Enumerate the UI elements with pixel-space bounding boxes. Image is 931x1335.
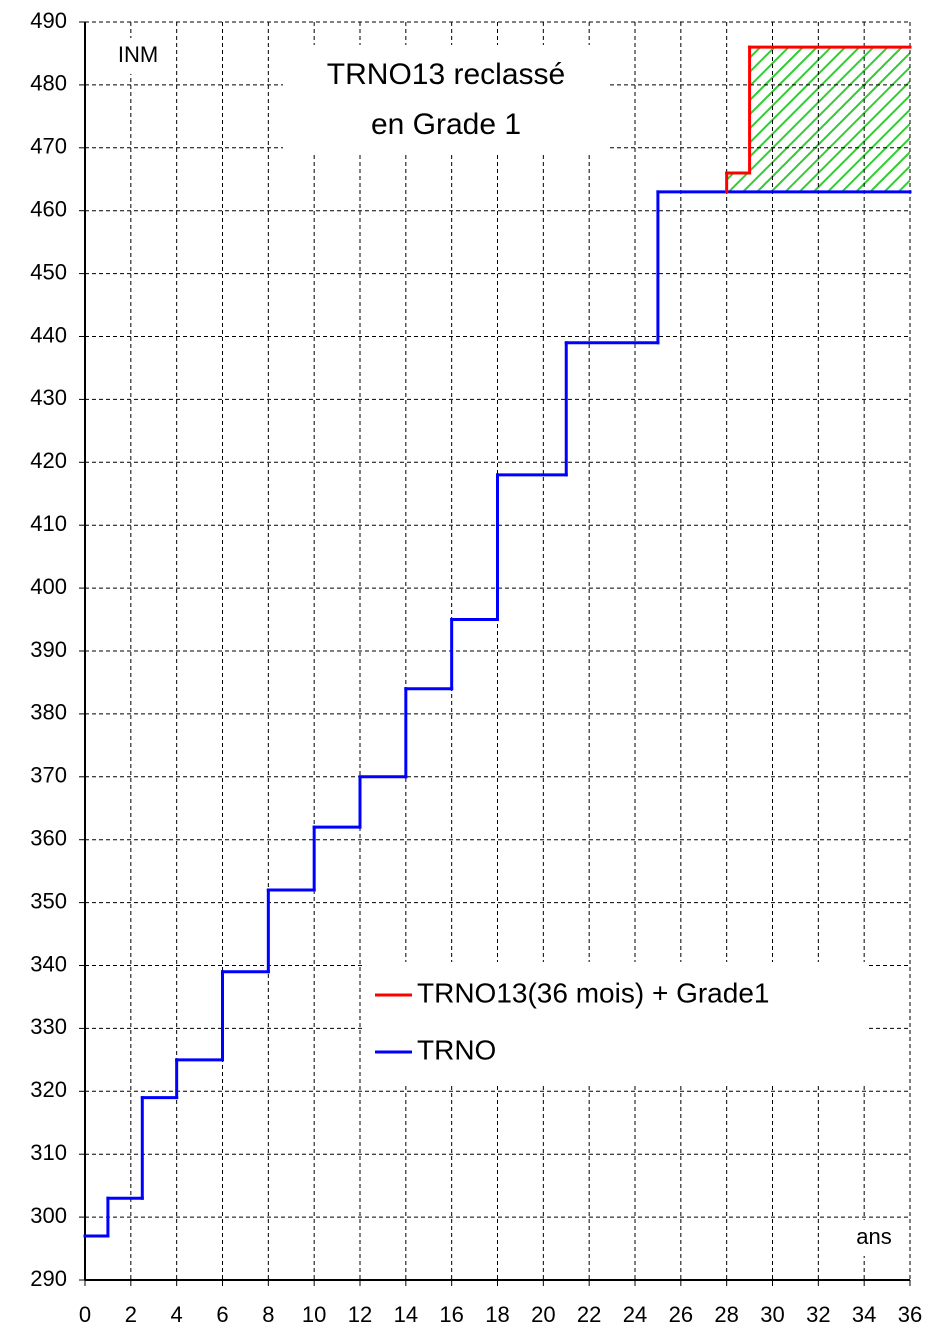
y-tick-label: 310	[30, 1140, 67, 1165]
x-tick-label: 24	[623, 1302, 647, 1327]
y-tick-label: 340	[30, 951, 67, 976]
y-tick-label: 420	[30, 448, 67, 473]
y-tick-label: 390	[30, 637, 67, 662]
x-tick-label: 10	[302, 1302, 326, 1327]
x-tick-label: 28	[714, 1302, 738, 1327]
chart-title: en Grade 1	[371, 108, 521, 141]
x-tick-label: 26	[669, 1302, 693, 1327]
x-tick-label: 0	[79, 1302, 91, 1327]
y-tick-label: 440	[30, 322, 67, 347]
y-tick-label: 400	[30, 574, 67, 599]
y-tick-label: 360	[30, 826, 67, 851]
y-tick-label: 380	[30, 700, 67, 725]
y-tick-label: 470	[30, 134, 67, 159]
x-tick-label: 32	[806, 1302, 830, 1327]
x-tick-label: 16	[439, 1302, 463, 1327]
y-axis-label: INM	[118, 42, 158, 67]
legend-label: TRNO	[417, 1034, 496, 1065]
legend-label: TRNO13(36 mois) + Grade1	[417, 977, 769, 1008]
x-tick-label: 20	[531, 1302, 555, 1327]
x-tick-label: 22	[577, 1302, 601, 1327]
x-tick-label: 8	[262, 1302, 274, 1327]
label-bg	[846, 1220, 902, 1256]
title-bg	[283, 45, 610, 155]
y-tick-label: 290	[30, 1266, 67, 1291]
y-tick-label: 460	[30, 197, 67, 222]
x-tick-label: 18	[485, 1302, 509, 1327]
x-tick-label: 36	[898, 1302, 922, 1327]
x-axis-label: ans	[856, 1224, 891, 1249]
y-tick-label: 430	[30, 385, 67, 410]
y-tick-label: 370	[30, 763, 67, 788]
x-tick-label: 2	[125, 1302, 137, 1327]
y-tick-label: 300	[30, 1203, 67, 1228]
y-tick-label: 320	[30, 1077, 67, 1102]
y-tick-label: 490	[30, 8, 67, 33]
legend-bg	[362, 962, 868, 1084]
y-tick-label: 350	[30, 888, 67, 913]
x-tick-label: 14	[394, 1302, 418, 1327]
label-bg	[105, 38, 171, 74]
y-tick-label: 410	[30, 511, 67, 536]
y-tick-label: 450	[30, 259, 67, 284]
chart-title: TRNO13 reclassé	[327, 58, 565, 91]
x-tick-label: 4	[171, 1302, 183, 1327]
x-tick-label: 12	[348, 1302, 372, 1327]
y-tick-label: 330	[30, 1014, 67, 1039]
x-tick-label: 30	[760, 1302, 784, 1327]
y-tick-label: 480	[30, 71, 67, 96]
x-tick-label: 34	[852, 1302, 876, 1327]
x-tick-label: 6	[216, 1302, 228, 1327]
